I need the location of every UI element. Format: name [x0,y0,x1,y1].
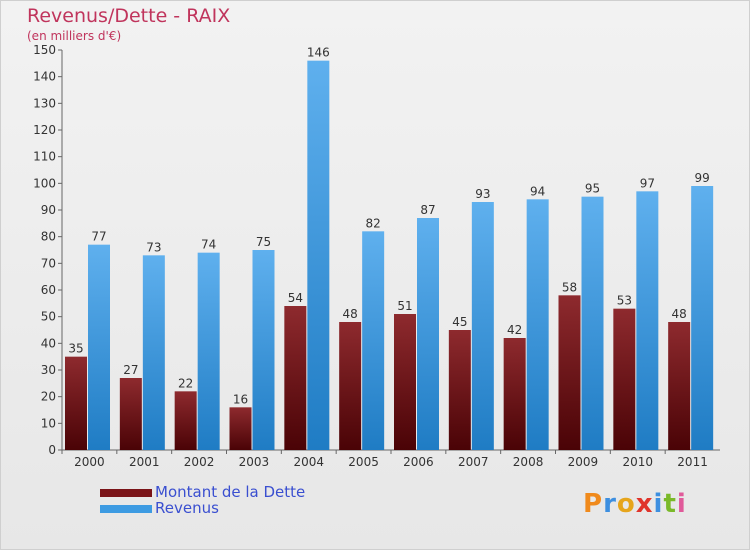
bar-dette [558,295,581,450]
y-tick-label: 50 [41,310,56,324]
x-tick-label: 2002 [184,455,215,469]
data-label-revenus: 94 [530,184,545,198]
data-label-revenus: 73 [146,240,161,254]
data-label-dette: 48 [343,307,358,321]
data-label-dette: 27 [123,363,138,377]
bar-revenus [581,196,604,450]
bar-revenus [471,202,494,450]
x-tick-label: 2007 [458,455,489,469]
bar-revenus [88,244,110,450]
y-tick-label: 30 [41,363,56,377]
data-label-revenus: 93 [475,187,490,201]
bar-revenus [197,252,220,450]
y-tick-label: 140 [33,70,56,84]
bar-revenus [691,186,714,450]
bar-revenus [526,199,549,450]
x-tick-label: 2006 [403,455,434,469]
bar-dette [394,314,416,450]
data-label-revenus: 97 [640,176,655,190]
y-tick-label: 40 [41,336,56,350]
data-label-dette: 58 [562,280,577,294]
proxiti-logo: Proxiti [583,489,687,519]
chart-title: Revenus/Dette - RAIX [27,5,231,27]
data-label-dette: 22 [178,376,193,390]
bar-dette [448,330,471,450]
data-label-dette: 16 [233,392,248,406]
data-label-dette: 53 [617,294,632,308]
legend-label-dette: Montant de la Dette [155,483,306,501]
legend-label-revenus: Revenus [155,499,219,517]
bar-dette [65,356,87,450]
bar-revenus [636,191,659,451]
legend-swatch-revenus [100,505,152,513]
bar-dette [174,391,197,450]
data-label-dette: 42 [507,323,522,337]
bar-dette [284,306,307,450]
x-tick-label: 2003 [239,455,270,469]
y-tick-label: 0 [48,443,56,457]
y-tick-label: 20 [41,390,56,404]
data-label-dette: 54 [288,291,303,305]
x-tick-label: 2008 [513,455,544,469]
x-tick-label: 2005 [348,455,379,469]
y-tick-label: 80 [41,230,56,244]
bar-dette [613,308,636,450]
bar-dette [119,378,142,450]
bar-dette [503,338,526,450]
x-tick-label: 2000 [74,455,105,469]
bar-dette [229,407,252,450]
y-tick-label: 110 [33,150,56,164]
data-label-revenus: 87 [420,203,435,217]
data-label-revenus: 74 [201,238,216,252]
bar-revenus [417,218,439,450]
x-tick-label: 2004 [293,455,324,469]
y-tick-label: 120 [33,123,56,137]
bar-revenus [252,250,275,450]
data-label-revenus: 82 [366,216,381,230]
chart-subtitle: (en milliers d'€) [27,29,122,43]
y-tick-label: 90 [41,203,56,217]
data-label-dette: 51 [397,299,412,313]
y-tick-label: 70 [41,256,56,270]
data-label-revenus: 77 [91,230,106,244]
y-tick-label: 100 [33,176,56,190]
data-label-revenus: 146 [307,46,330,60]
data-label-dette: 45 [452,315,467,329]
y-tick-label: 130 [33,96,56,110]
bar-revenus [142,255,165,450]
y-tick-label: 10 [41,416,56,430]
bar-revenus [307,60,330,451]
data-label-dette: 48 [672,307,687,321]
y-tick-label: 150 [33,43,56,57]
x-tick-label: 2011 [677,455,708,469]
x-tick-label: 2001 [129,455,160,469]
x-tick-label: 2010 [622,455,653,469]
y-tick-label: 60 [41,283,56,297]
bar-dette [668,322,691,450]
bar-revenus [362,231,385,450]
x-tick-label: 2009 [568,455,599,469]
data-label-revenus: 75 [256,235,271,249]
data-label-dette: 35 [68,342,83,356]
data-label-revenus: 95 [585,182,600,196]
legend-swatch-dette [100,489,152,497]
bar-dette [339,322,362,450]
data-label-revenus: 99 [695,171,710,185]
